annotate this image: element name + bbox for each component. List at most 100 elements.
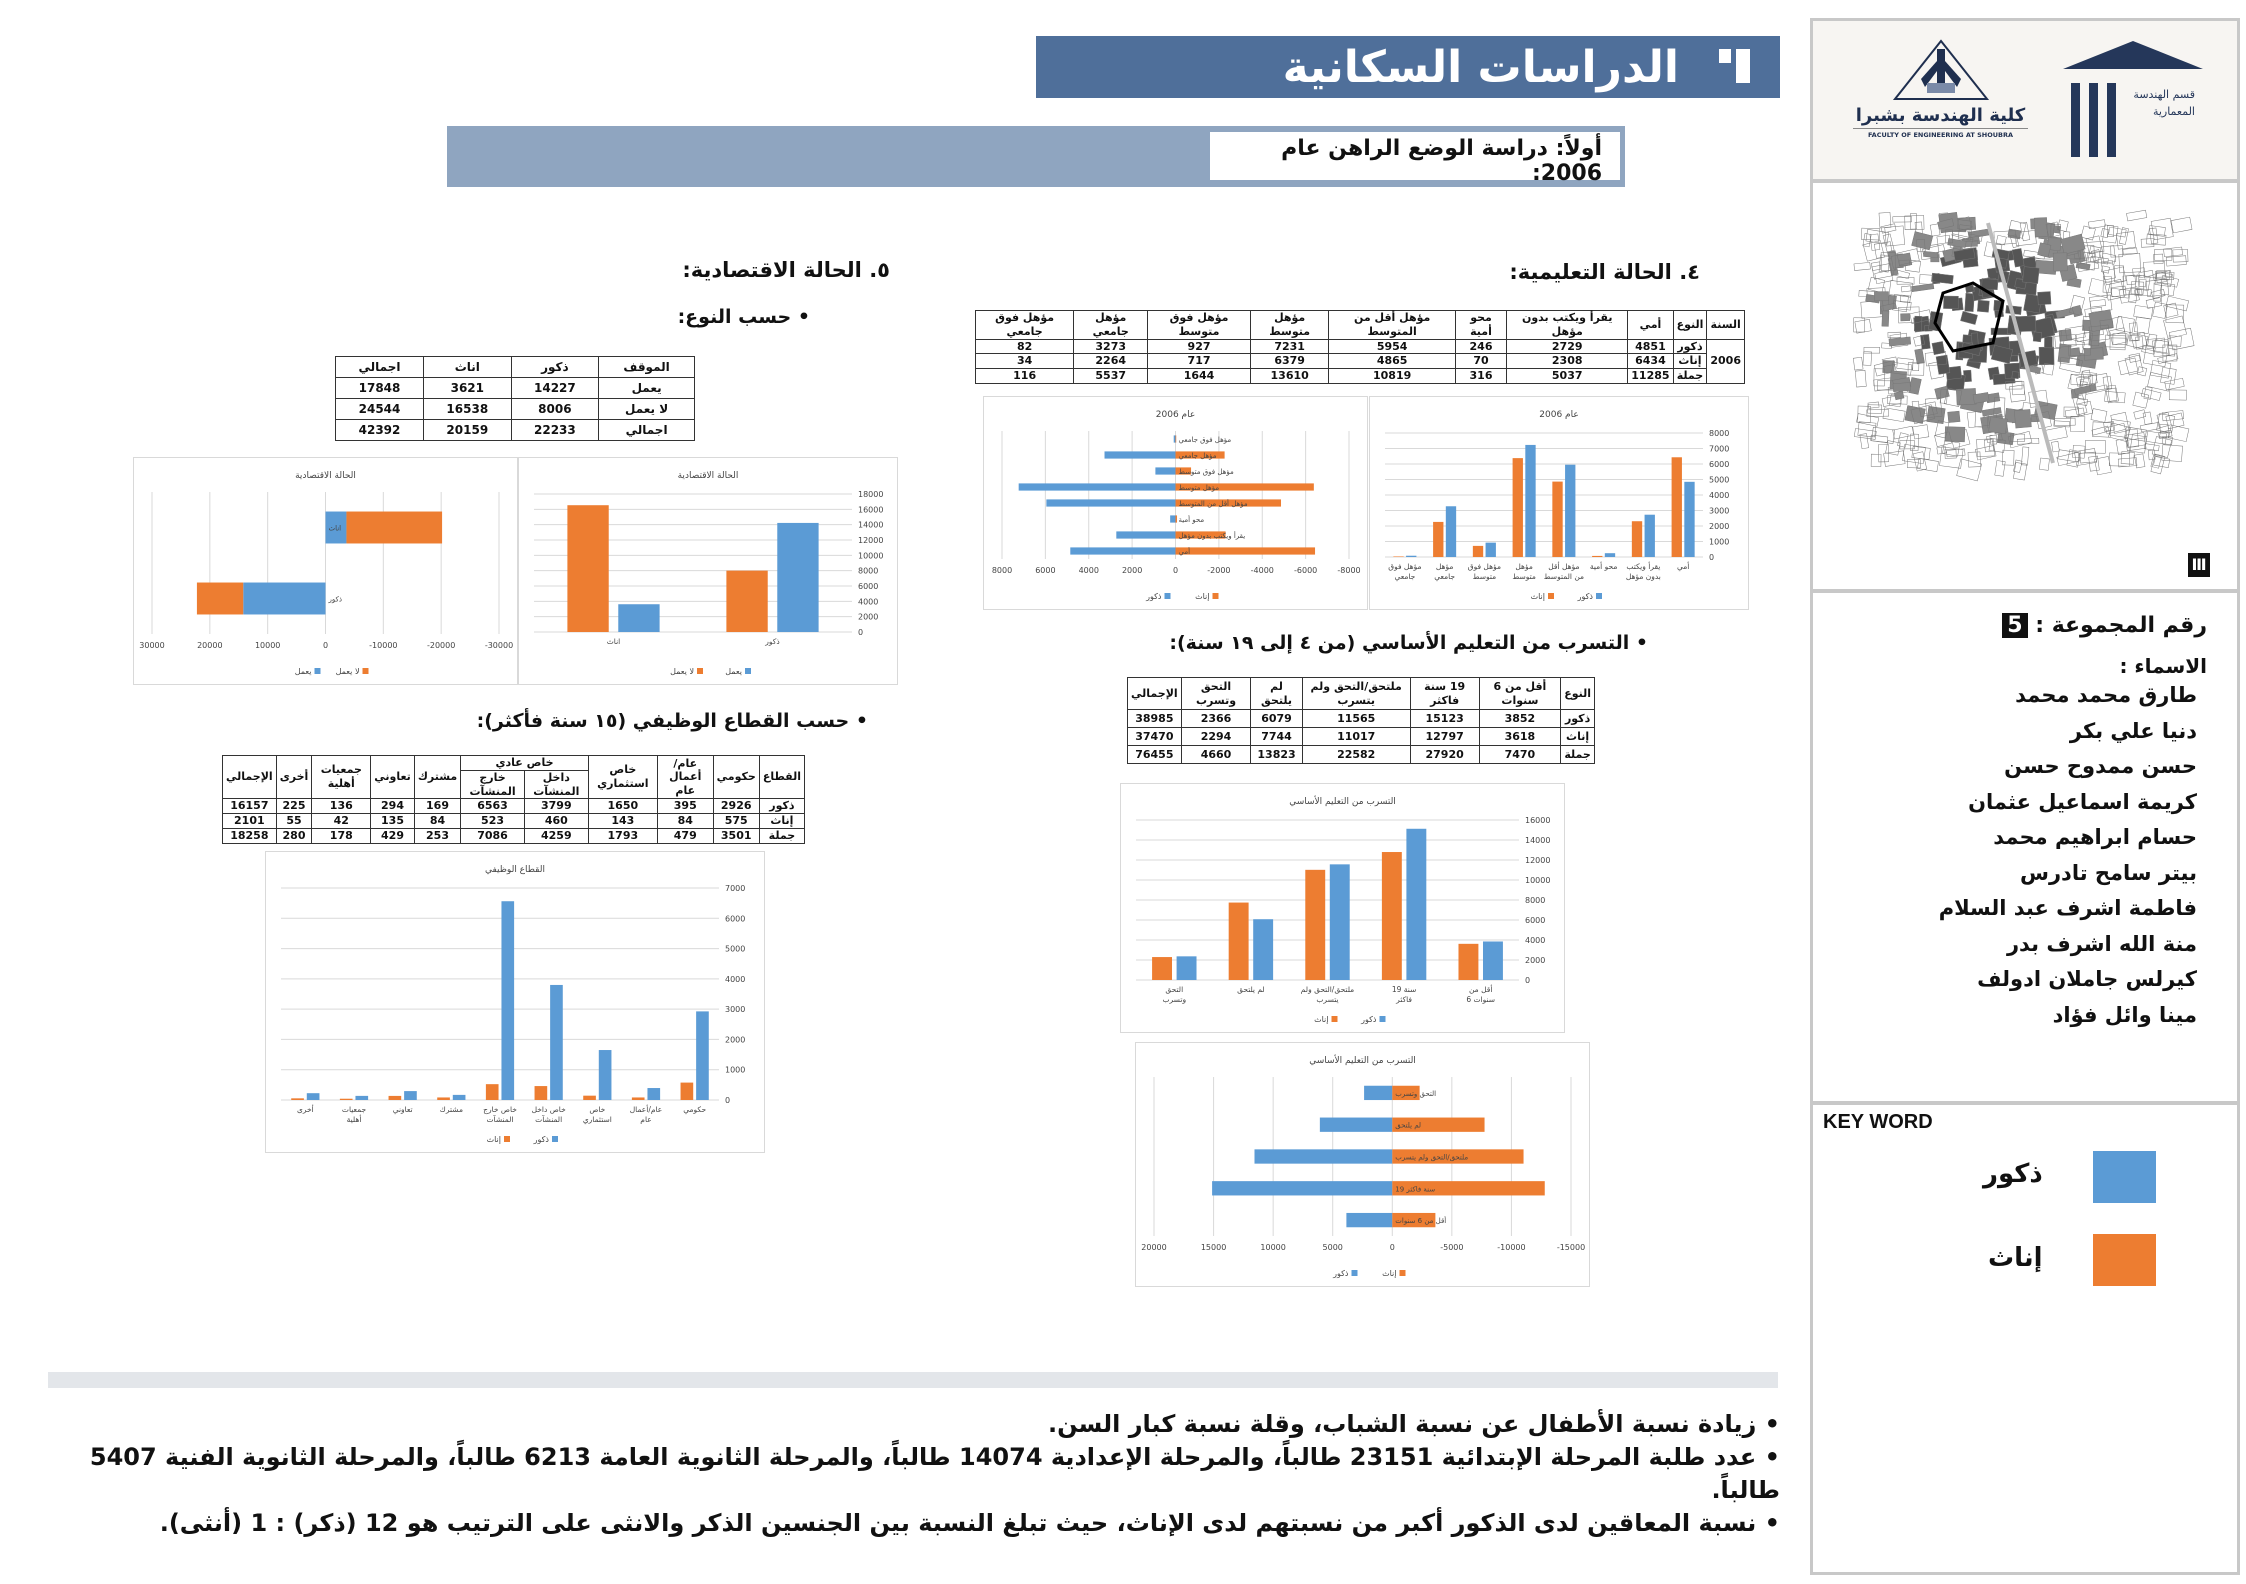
y-tick-label: 4000 [725, 975, 745, 984]
table-row: جملة 11285 5037 316 10819 13610 1644 5537 116 [974, 368, 1745, 384]
conclusion-item: • عدد طلبة المرحلة الإبتدائية 23151 طالب… [89, 1443, 1780, 1504]
map-block [2100, 228, 2110, 239]
map-block [1871, 263, 1893, 280]
bar [1458, 943, 1479, 980]
table-header: مؤهل فوق جامعي [974, 310, 1075, 340]
table-header: أقل من 6 سنوات [1478, 677, 1562, 710]
table-row: ذكور 3852 15123 11565 6079 2366 38985 [1127, 709, 1595, 728]
bar [1152, 957, 1173, 980]
conclusion-text: زيادة نسبة الأطفال عن نسبة الشباب، وقلة … [1047, 1410, 1757, 1438]
map-block [2147, 372, 2172, 392]
map-block [2034, 217, 2048, 238]
education-butterfly-chart: عام 2006 -8000 -6000 -4000 -2000 0 2000 4000 600… [983, 396, 1368, 610]
x-tick-label: -10000 [369, 641, 397, 650]
map-block [1914, 315, 1923, 332]
bar [1346, 1212, 1393, 1228]
map-block [1988, 438, 2006, 453]
legend-label: ذكور [1577, 592, 1594, 601]
bar [1482, 941, 1503, 980]
bar [485, 1084, 499, 1100]
map-block [1943, 295, 1959, 310]
map-block [2129, 434, 2148, 454]
x-tick-label: لم يلتحق [1237, 985, 1265, 994]
table-cell: 7470 [1478, 745, 1562, 764]
map-block [2057, 449, 2080, 463]
bar [567, 505, 609, 632]
x-tick-label: -10000 [1497, 1243, 1525, 1252]
y-tick-label: 8000 [858, 567, 878, 576]
table-cell: 16157 [222, 798, 277, 814]
legend-swatch [1212, 593, 1219, 599]
map-block [2009, 384, 2026, 403]
map-block [2134, 289, 2143, 297]
map-block [2165, 412, 2185, 430]
bar [1472, 545, 1484, 557]
map-block [2104, 391, 2126, 404]
map-block [2122, 275, 2140, 296]
map-block [2148, 225, 2166, 237]
map-block [1884, 225, 1905, 247]
map-block [2010, 433, 2025, 442]
x-tick-label: 0 [1390, 1243, 1395, 1252]
x-tick-label: 0 [1173, 566, 1178, 575]
y-tick-label: 2000 [858, 613, 878, 622]
map-block [1862, 240, 1885, 262]
bar [647, 1088, 661, 1100]
map-block [2019, 221, 2031, 242]
map-block [2154, 248, 2173, 261]
x-tick-label: اناث [607, 637, 621, 646]
map-block [1853, 262, 1871, 271]
map-block [2151, 288, 2166, 299]
bar [1433, 521, 1444, 557]
bar [1228, 902, 1249, 980]
economy-table: الموقف ذكور اناث اجمالي يعمل 14227 3621 17848 لا… [334, 356, 695, 441]
map-block [2153, 253, 2164, 265]
map-block [1870, 453, 1882, 467]
map-block [2152, 339, 2169, 355]
title-bars-icon [1719, 49, 1750, 85]
site-map [1813, 183, 2237, 589]
map-block [1942, 440, 1961, 457]
names-label: الاسماء : [2119, 654, 2207, 678]
map-block [1873, 241, 1893, 259]
map-block [1988, 416, 2008, 435]
y-tick-label: 6000 [1709, 460, 1729, 469]
map-block [2087, 277, 2111, 298]
table-header: يقرأ ويكتب بدون مؤهل [1506, 310, 1629, 340]
map-block [2052, 330, 2062, 349]
map-block [1920, 334, 1931, 350]
legend-label: يعمل [295, 667, 312, 676]
table-cell: 17848 [334, 377, 425, 399]
map-block [1878, 212, 1892, 229]
y-tick-label: 5000 [725, 945, 745, 954]
sector-heading-text: حسب القطاع الوظيفي (١٥ سنة فأكثر): [476, 710, 850, 732]
chart-svg: الحالة الاقتصادية 0 2000 4000 6000 8000 10000 1… [534, 471, 883, 676]
map-block [2150, 217, 2174, 241]
y-tick-label: 8000 [1709, 429, 1729, 438]
map-block [2083, 347, 2104, 361]
x-tick-label: 8000 [992, 566, 1012, 575]
x-tick-label: أخرى [297, 1104, 314, 1114]
x-tick-label: 30000 [139, 641, 164, 650]
table-cell: إناث [1672, 353, 1708, 369]
bar [1116, 531, 1176, 539]
faculty-logo: كلية الهندسة بشبرا FACULTY OF ENGINEERIN… [1853, 39, 2028, 139]
member-name: دنيا علي بكر [2069, 718, 2197, 743]
group-section: رقم المجموعة : 5 الاسماء : طارق محمد محم… [1813, 593, 2237, 1105]
table-cell: 34 [974, 353, 1075, 369]
table-header: الموقف [598, 356, 695, 378]
map-block [1892, 300, 1912, 311]
map-block [2140, 388, 2162, 401]
map-block [2107, 384, 2118, 402]
bar [404, 1091, 417, 1100]
map-block [2037, 242, 2052, 258]
x-tick-label: خاص خارج المنشآت [483, 1105, 517, 1124]
map-block [2140, 422, 2160, 433]
table-cell: 38985 [1127, 709, 1182, 728]
map-block [2057, 219, 2069, 232]
x-tick-label: -30000 [485, 641, 513, 650]
chart-svg: القطاع الوظيفي 0 1000 2000 3000 4000 5000 6000 7… [281, 865, 745, 1145]
th-ngo: جمعيات أهلية [311, 754, 372, 800]
table-cell: 6434 [1627, 353, 1674, 369]
map-block [2038, 346, 2055, 366]
